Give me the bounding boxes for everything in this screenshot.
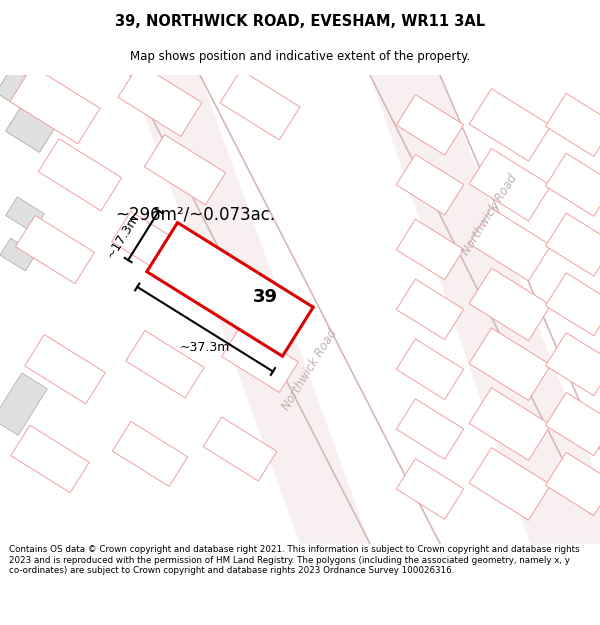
Polygon shape: [547, 454, 600, 513]
Polygon shape: [396, 399, 464, 459]
Text: ~17.3m: ~17.3m: [104, 211, 142, 261]
Text: ~37.3m: ~37.3m: [180, 341, 230, 354]
Polygon shape: [221, 326, 298, 392]
Polygon shape: [547, 275, 600, 334]
Polygon shape: [40, 141, 120, 209]
Polygon shape: [471, 390, 549, 458]
Polygon shape: [114, 424, 186, 484]
Polygon shape: [17, 217, 92, 281]
Text: Northwick Road: Northwick Road: [460, 172, 520, 258]
Polygon shape: [10, 66, 100, 144]
Polygon shape: [547, 335, 600, 394]
Polygon shape: [220, 70, 300, 140]
Polygon shape: [145, 134, 226, 205]
Polygon shape: [396, 459, 464, 519]
Polygon shape: [113, 214, 187, 276]
Text: Contains OS data © Crown copyright and database right 2021. This information is : Contains OS data © Crown copyright and d…: [9, 545, 580, 575]
Polygon shape: [471, 271, 549, 338]
Polygon shape: [5, 197, 44, 232]
Polygon shape: [16, 216, 94, 284]
Polygon shape: [38, 139, 122, 211]
Polygon shape: [398, 221, 462, 278]
Text: ~296m²/~0.073ac.: ~296m²/~0.073ac.: [115, 206, 275, 224]
Polygon shape: [396, 279, 464, 339]
Polygon shape: [128, 332, 202, 396]
Polygon shape: [224, 328, 296, 390]
Text: Northwick Road: Northwick Road: [280, 326, 340, 412]
Polygon shape: [471, 211, 549, 279]
Polygon shape: [469, 448, 551, 520]
Polygon shape: [469, 89, 551, 161]
Polygon shape: [469, 208, 551, 281]
Polygon shape: [26, 337, 103, 402]
Polygon shape: [112, 421, 188, 486]
Polygon shape: [12, 68, 98, 142]
Polygon shape: [120, 66, 200, 134]
Polygon shape: [545, 93, 600, 156]
Polygon shape: [11, 425, 89, 493]
Polygon shape: [469, 388, 551, 461]
Polygon shape: [545, 452, 600, 516]
Polygon shape: [203, 417, 277, 481]
Polygon shape: [398, 401, 462, 457]
Polygon shape: [469, 268, 551, 341]
Polygon shape: [398, 341, 462, 398]
Polygon shape: [547, 395, 600, 453]
Polygon shape: [469, 328, 551, 401]
Polygon shape: [547, 215, 600, 274]
Polygon shape: [126, 331, 204, 398]
Polygon shape: [547, 96, 600, 154]
Polygon shape: [25, 334, 106, 404]
Polygon shape: [396, 94, 464, 155]
Polygon shape: [545, 392, 600, 456]
Polygon shape: [396, 339, 464, 399]
Polygon shape: [118, 64, 202, 136]
Polygon shape: [222, 72, 298, 138]
Polygon shape: [545, 153, 600, 216]
Polygon shape: [0, 373, 47, 435]
Polygon shape: [398, 281, 462, 338]
Polygon shape: [5, 107, 55, 152]
Polygon shape: [205, 419, 275, 479]
Polygon shape: [471, 450, 549, 518]
Polygon shape: [545, 332, 600, 396]
Polygon shape: [398, 157, 462, 212]
Polygon shape: [469, 149, 551, 221]
Polygon shape: [130, 75, 370, 544]
Polygon shape: [396, 219, 464, 280]
Polygon shape: [545, 213, 600, 276]
Polygon shape: [396, 154, 464, 215]
Polygon shape: [547, 156, 600, 214]
Polygon shape: [0, 238, 36, 271]
Polygon shape: [146, 137, 224, 202]
Polygon shape: [471, 330, 549, 398]
Text: 39: 39: [253, 288, 277, 306]
Polygon shape: [471, 91, 549, 159]
Polygon shape: [398, 97, 462, 153]
Polygon shape: [370, 75, 600, 544]
Text: 39, NORTHWICK ROAD, EVESHAM, WR11 3AL: 39, NORTHWICK ROAD, EVESHAM, WR11 3AL: [115, 14, 485, 29]
Polygon shape: [147, 222, 313, 356]
Polygon shape: [545, 273, 600, 336]
Polygon shape: [112, 211, 188, 278]
Polygon shape: [0, 68, 44, 112]
Polygon shape: [398, 461, 462, 517]
Polygon shape: [13, 428, 88, 491]
Polygon shape: [471, 151, 549, 219]
Text: Map shows position and indicative extent of the property.: Map shows position and indicative extent…: [130, 50, 470, 62]
